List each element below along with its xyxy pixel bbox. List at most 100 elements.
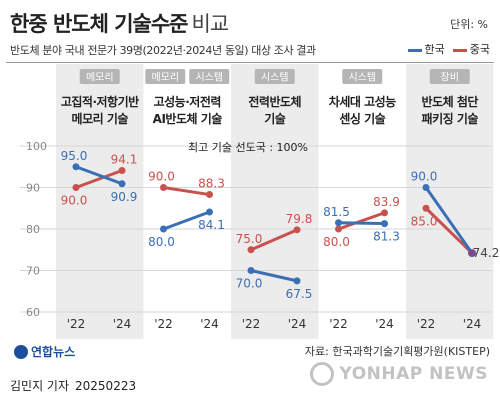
data-label-korea: 95.0 (61, 149, 88, 163)
watermark-logo-icon (309, 362, 334, 386)
y-tick-label: 90 (26, 182, 40, 195)
data-point-china (381, 209, 388, 217)
series-line-korea (250, 269, 298, 283)
chart-subtitle: 반도체 분야 국내 전문가 39명(2022년·2024년 동일) 대상 조사 … (10, 44, 316, 57)
unit-label: 단위: % (450, 18, 488, 31)
panel-title: AI반도체 기술 (153, 111, 223, 126)
logo-text: 연합뉴스 (31, 345, 76, 359)
y-tick-label: 60 (26, 306, 40, 319)
data-point-china (72, 184, 80, 191)
logo-mark-icon (14, 344, 28, 359)
category-tag-label: 장비 (441, 72, 459, 84)
data-label-china: 85.0 (411, 214, 438, 228)
data-point-china (160, 184, 167, 191)
watermark: YONHAP NEWS (309, 362, 488, 386)
data-label-korea: 90.0 (411, 170, 438, 184)
panel-title: 차세대 고성능 (329, 94, 396, 109)
title-main: 한중 반도체 기술수준 (10, 12, 189, 36)
data-point-korea (293, 277, 301, 285)
data-label-china: 79.8 (286, 212, 313, 226)
data-point-korea (335, 219, 342, 227)
chart-title: 한중 반도체 기술수준 비교 (10, 8, 230, 38)
watermark-text: YONHAP NEWS (339, 364, 488, 384)
series-line-china (424, 207, 474, 255)
data-point-korea (160, 225, 167, 233)
data-point-china (247, 246, 255, 254)
legend-label-korea: 한국 (424, 43, 445, 56)
panel-title: 전력반도체 (248, 94, 301, 109)
x-tick-label: '22 (417, 317, 436, 331)
category-tag-label: 메모리 (151, 72, 179, 84)
y-tick-label: 100 (26, 140, 47, 153)
author: 김민지 기자 (10, 379, 70, 393)
y-tick-label: 80 (26, 223, 40, 236)
x-tick-label: '22 (329, 317, 348, 331)
x-tick-label: '24 (463, 317, 482, 331)
data-label-china: 90.0 (61, 194, 88, 208)
header-divider (6, 62, 494, 63)
panel-background (231, 64, 319, 339)
panel-title: 기술 (264, 111, 286, 126)
series-line-china (338, 211, 385, 231)
reference-line-label: 최고 기술 선도국 : 100% (188, 141, 308, 154)
data-label-china: 75.0 (236, 232, 263, 246)
category-tag-label: 메모리 (86, 72, 114, 84)
y-tick-label: 70 (26, 265, 40, 278)
legend-label-china: 중국 (469, 43, 490, 56)
panel-title: 고성능·저전력 (154, 94, 221, 109)
category-tag (429, 69, 470, 84)
data-point-korea (247, 267, 255, 274)
panel-title: 반도체 첨단 (422, 94, 479, 109)
data-label: 74.2 (473, 246, 500, 260)
category-tag-label: 시스템 (348, 72, 376, 84)
data-label-china: 80.0 (323, 235, 350, 249)
data-point-korea (206, 208, 213, 216)
panel-title: 센싱 기술 (339, 111, 385, 126)
data-label-china: 88.3 (198, 177, 225, 191)
series-line-china (75, 169, 123, 189)
title-light: 비교 (191, 12, 230, 36)
category-tag (254, 69, 295, 84)
category-tag (189, 69, 230, 84)
x-tick-label: '24 (375, 317, 394, 331)
panel-title: 메모리 기술 (72, 111, 129, 126)
panel-title: 고집적·저항기반 (61, 94, 139, 109)
data-label-korea: 67.5 (286, 287, 313, 301)
date: 20250223 (75, 379, 137, 393)
source-note: 자료: 한국과학기술기획평가원(KISTEP) (304, 345, 490, 358)
data-label-korea: 81.5 (323, 205, 350, 219)
legend-item-korea: 한국 (407, 41, 445, 57)
legend-swatch-korea (407, 48, 422, 52)
data-point-korea (422, 184, 430, 191)
x-tick-label: '22 (154, 317, 173, 331)
series-line-korea (424, 186, 474, 254)
category-tag (342, 69, 383, 84)
data-point-china (118, 166, 126, 174)
series-line-korea (75, 165, 123, 186)
data-label-korea: 81.3 (373, 230, 400, 244)
data-point-china (422, 204, 430, 212)
panel-background (56, 64, 144, 339)
byline: 김민지 기자 20250223 (10, 377, 136, 394)
legend: 한국 중국 (407, 41, 490, 57)
x-tick-label: '22 (67, 317, 86, 331)
data-label-china: 83.9 (373, 195, 400, 209)
x-tick-label: '24 (200, 317, 219, 331)
category-tag-label: 시스템 (195, 72, 223, 84)
data-point-china (293, 226, 301, 234)
yonhap-logo: 연합뉴스 (14, 343, 75, 360)
legend-item-china: 중국 (452, 41, 490, 57)
data-label-korea: 90.9 (111, 190, 138, 204)
data-point-china (335, 225, 342, 233)
data-point-china (206, 191, 213, 199)
x-tick-label: '22 (242, 317, 261, 331)
series-line-china (250, 228, 298, 252)
category-tag-label: 시스템 (261, 72, 289, 84)
category-tag (145, 69, 186, 84)
data-point-korea (118, 180, 126, 188)
x-tick-label: '24 (288, 317, 307, 331)
legend-swatch-china (452, 48, 467, 52)
category-tag (79, 69, 120, 84)
series-line-china (163, 186, 210, 197)
